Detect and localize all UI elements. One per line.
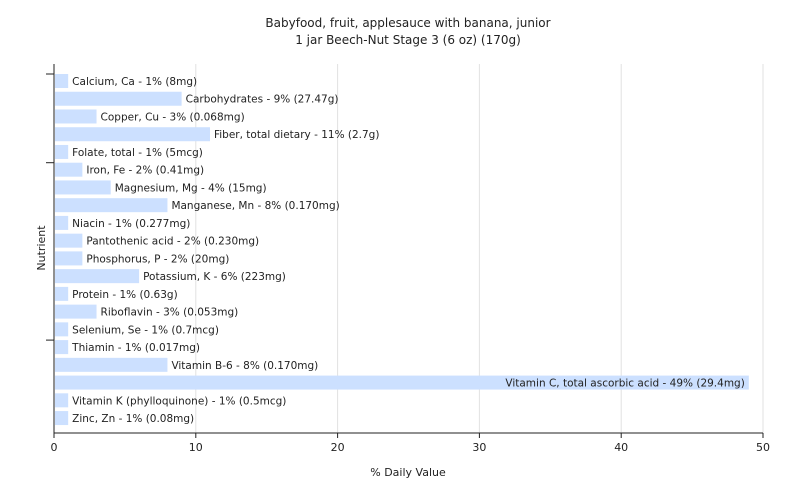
bar (55, 144, 69, 159)
bar-label: Zinc, Zn - 1% (0.08mg) (72, 413, 194, 425)
x-tick-label: 0 (51, 441, 58, 454)
bar-label: Pantothenic acid - 2% (0.230mg) (86, 236, 259, 248)
bar-label: Fiber, total dietary - 11% (2.7g) (214, 129, 379, 141)
bar-label: Magnesium, Mg - 4% (15mg) (115, 182, 267, 194)
chart-title: Babyfood, fruit, applesauce with banana,… (265, 16, 550, 30)
x-tick-label: 20 (331, 441, 345, 454)
axes: 0 10 20 30 40 50 (46, 64, 770, 454)
bar-label: Carbohydrates - 9% (27.47g) (186, 94, 339, 106)
gridlines (195, 64, 764, 433)
bar-label: Vitamin B-6 - 8% (0.170mg) (171, 360, 318, 372)
bar (55, 91, 182, 106)
x-axis-label: % Daily Value (370, 466, 446, 479)
bar (55, 357, 168, 372)
bar (55, 340, 69, 355)
bar-label: Potassium, K - 6% (223mg) (143, 271, 286, 283)
bar (55, 74, 69, 88)
bar-label: Calcium, Ca - 1% (8mg) (72, 76, 197, 88)
y-axis-label: Nutrient (35, 225, 48, 271)
x-tick-label: 10 (189, 441, 203, 454)
bar (55, 198, 168, 213)
bar (55, 162, 83, 177)
bars: Calcium, Ca - 1% (8mg) Carbohydrates - 9%… (55, 74, 749, 426)
bar (55, 304, 97, 319)
bar (55, 322, 69, 337)
bar-label: Phosphorus, P - 2% (20mg) (86, 253, 229, 265)
bar-label: Iron, Fe - 2% (0.41mg) (86, 165, 204, 177)
x-tick-label: 50 (756, 441, 770, 454)
bar (55, 109, 97, 124)
x-tick-label: 40 (614, 441, 628, 454)
bar-label: Niacin - 1% (0.277mg) (72, 218, 190, 230)
bar-label: Copper, Cu - 3% (0.068mg) (101, 111, 245, 123)
bar-label: Manganese, Mn - 8% (0.170mg) (171, 200, 339, 212)
bar-label: Selenium, Se - 1% (0.7mcg) (72, 324, 219, 336)
bar (55, 251, 83, 266)
bar-label: Protein - 1% (0.63g) (72, 289, 178, 301)
bar (55, 180, 111, 195)
bar (55, 215, 69, 230)
x-tick-label: 30 (472, 441, 486, 454)
bar-label: Vitamin C, total ascorbic acid - 49% (29… (505, 378, 744, 390)
chart-subtitle: 1 jar Beech-Nut Stage 3 (6 oz) (170g) (295, 33, 521, 47)
bar (55, 393, 69, 408)
bar (55, 375, 749, 390)
bar-label: Vitamin K (phylloquinone) - 1% (0.5mcg) (72, 395, 286, 407)
bar (55, 127, 210, 142)
bar-label: Folate, total - 1% (5mcg) (72, 147, 203, 159)
bar-label: Riboflavin - 3% (0.053mg) (101, 307, 239, 319)
bar (55, 233, 83, 248)
bar (55, 286, 69, 301)
bar (55, 269, 140, 284)
bar (55, 411, 69, 426)
bar-label: Thiamin - 1% (0.017mg) (71, 342, 200, 354)
